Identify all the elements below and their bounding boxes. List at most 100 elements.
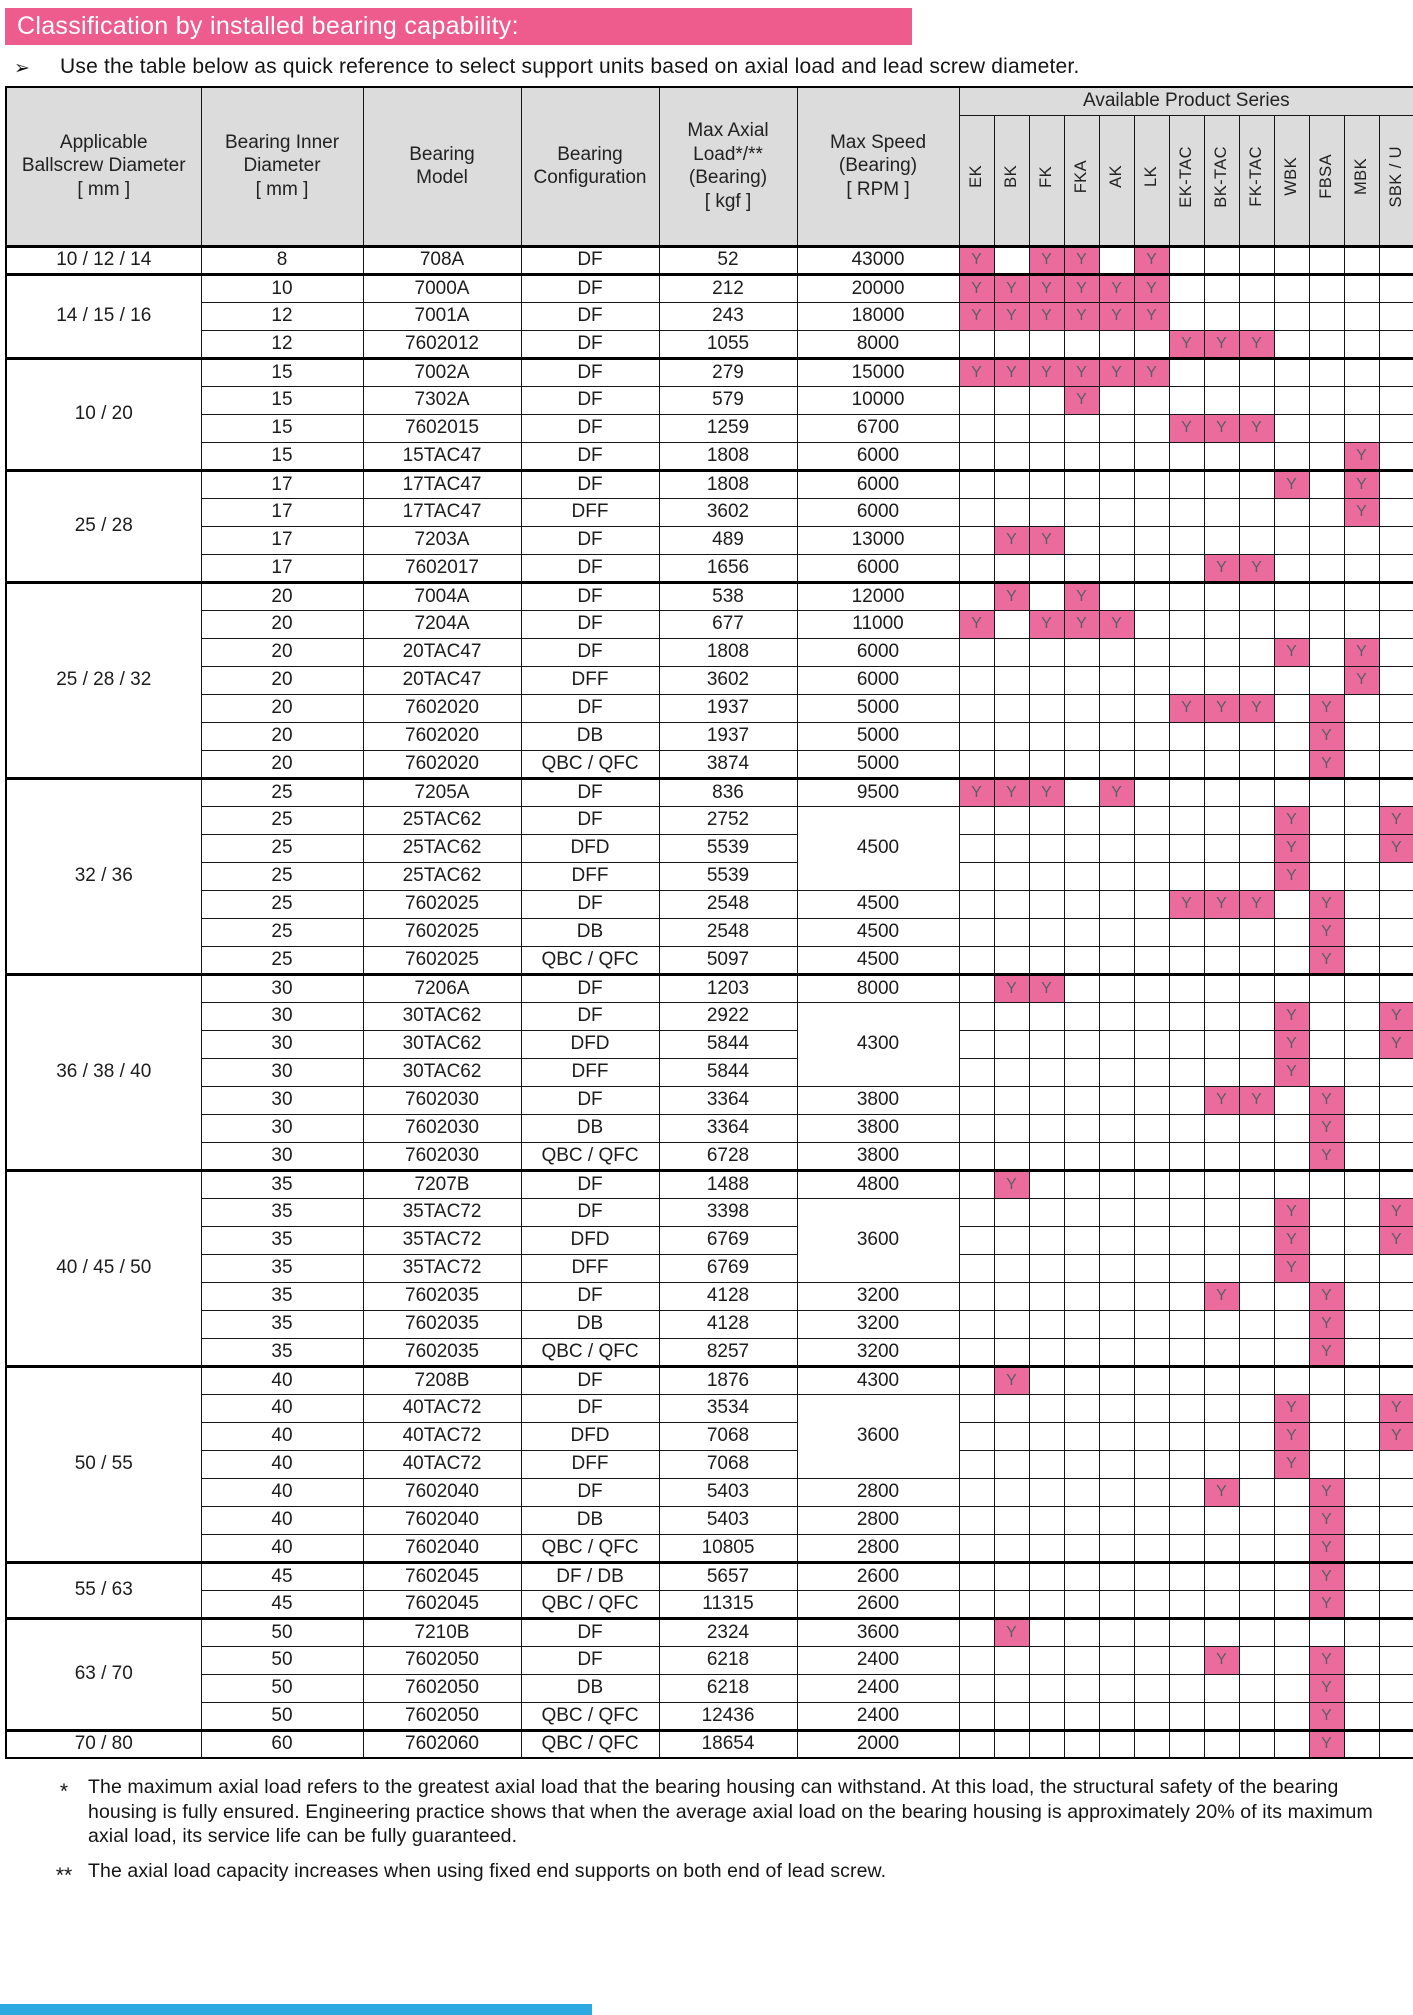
series-empty-cell bbox=[993, 1421, 1030, 1451]
series-empty-cell bbox=[1308, 385, 1345, 415]
table-row: 25 / 28 17 17TAC47 DF 1808 6000 Y Y bbox=[5, 468, 1413, 583]
cell-max-axial-load: 212 bbox=[658, 272, 798, 303]
series-empty-cell bbox=[958, 1449, 995, 1479]
series-mark-cell: Y bbox=[1168, 693, 1205, 723]
series-empty-cell bbox=[1273, 1533, 1310, 1563]
cell-inner-diameter: 30 bbox=[200, 1141, 364, 1171]
series-empty-cell bbox=[1063, 1701, 1100, 1731]
series-empty-cell bbox=[1098, 693, 1135, 723]
series-empty-cell bbox=[1133, 609, 1170, 639]
series-empty-cell bbox=[1238, 917, 1275, 947]
series-empty-cell bbox=[1098, 1141, 1135, 1171]
series-mark-cell: Y bbox=[1203, 1477, 1240, 1507]
series-empty-cell bbox=[958, 1085, 995, 1115]
series-mark-cell: Y bbox=[1063, 301, 1100, 331]
series-empty-cell bbox=[1343, 1141, 1380, 1171]
series-empty-cell bbox=[1098, 1337, 1135, 1367]
table-row: 15 7302A DF 579 10000 Y bbox=[6, 385, 1413, 415]
series-empty-cell bbox=[993, 1085, 1030, 1115]
cell-inner-diameter: 45 bbox=[200, 1589, 364, 1619]
series-mark-cell: Y bbox=[1273, 1197, 1310, 1227]
series-empty-cell bbox=[1308, 776, 1345, 807]
cell-bearing-model: 30TAC62 bbox=[362, 1029, 522, 1059]
series-empty-cell bbox=[1168, 385, 1205, 415]
series-empty-cell bbox=[958, 553, 995, 583]
cell-inner-diameter: 20 bbox=[200, 749, 364, 779]
series-empty-cell bbox=[1098, 553, 1135, 583]
series-empty-cell bbox=[1098, 413, 1135, 443]
series-empty-cell bbox=[958, 1141, 995, 1171]
cell-ballscrew-diameter: 25 / 28 bbox=[5, 468, 202, 583]
series-empty-cell bbox=[1343, 329, 1380, 359]
series-empty-cell bbox=[958, 1533, 995, 1563]
series-empty-cell bbox=[1343, 609, 1380, 639]
series-empty-cell bbox=[1063, 1673, 1100, 1703]
cell-bearing-configuration: DF bbox=[520, 272, 660, 303]
series-mark-cell: Y bbox=[1063, 244, 1100, 275]
series-empty-cell bbox=[1308, 441, 1345, 471]
series-empty-cell bbox=[1028, 721, 1065, 751]
table-row: 20 7602020 DB 1937 5000 Y bbox=[6, 721, 1413, 751]
cell-bearing-configuration: DF bbox=[520, 553, 660, 583]
series-empty-cell bbox=[1308, 861, 1345, 891]
cell-max-speed: 3800 bbox=[796, 1141, 960, 1171]
cell-inner-diameter: 15 bbox=[200, 356, 364, 387]
series-empty-cell bbox=[1133, 1533, 1170, 1563]
series-empty-cell bbox=[1063, 1560, 1100, 1591]
series-empty-cell bbox=[1028, 441, 1065, 471]
series-empty-cell bbox=[958, 861, 995, 891]
series-empty-cell bbox=[1238, 1253, 1275, 1283]
cell-inner-diameter: 35 bbox=[200, 1225, 364, 1255]
series-empty-cell bbox=[1378, 1728, 1413, 1759]
series-empty-cell bbox=[1343, 356, 1380, 387]
series-empty-cell bbox=[1063, 1001, 1100, 1031]
cell-bearing-configuration: DF bbox=[520, 356, 660, 387]
series-mark-cell: Y bbox=[1308, 1281, 1345, 1311]
series-empty-cell bbox=[1343, 1477, 1380, 1507]
series-empty-cell bbox=[1238, 805, 1275, 835]
cell-bearing-configuration: QBC / QFC bbox=[520, 749, 660, 779]
series-empty-cell bbox=[1343, 693, 1380, 723]
cell-max-speed: 6700 bbox=[796, 413, 960, 443]
series-mark-cell: Y bbox=[1378, 1393, 1413, 1423]
cell-bearing-model: 35TAC72 bbox=[362, 1225, 522, 1255]
series-empty-cell bbox=[1378, 861, 1413, 891]
series-empty-cell bbox=[1238, 1421, 1275, 1451]
cell-max-axial-load: 1876 bbox=[658, 1364, 798, 1395]
series-empty-cell bbox=[1273, 1505, 1310, 1535]
series-empty-cell bbox=[1098, 889, 1135, 919]
cell-inner-diameter: 30 bbox=[200, 1001, 364, 1031]
series-empty-cell bbox=[1238, 749, 1275, 779]
series-empty-cell bbox=[1378, 1505, 1413, 1535]
series-empty-cell bbox=[1238, 1225, 1275, 1255]
cell-ballscrew-diameter: 10 / 20 bbox=[5, 356, 202, 471]
series-empty-cell bbox=[1063, 1477, 1100, 1507]
series-empty-cell bbox=[958, 1560, 995, 1591]
series-mark-cell: Y bbox=[1308, 1533, 1345, 1563]
series-empty-cell bbox=[1028, 1085, 1065, 1115]
series-mark-cell: Y bbox=[958, 609, 995, 639]
series-empty-cell bbox=[1343, 776, 1380, 807]
cell-inner-diameter: 25 bbox=[200, 805, 364, 835]
series-column-header: FBSA bbox=[1308, 114, 1345, 247]
series-empty-cell bbox=[1238, 385, 1275, 415]
cell-max-axial-load: 3398 bbox=[658, 1197, 798, 1227]
cell-bearing-configuration: DF bbox=[520, 693, 660, 723]
cell-bearing-model: 20TAC47 bbox=[362, 665, 522, 695]
series-empty-cell bbox=[1308, 1197, 1345, 1227]
series-empty-cell bbox=[1343, 1449, 1380, 1479]
series-empty-cell bbox=[1238, 945, 1275, 975]
series-empty-cell bbox=[1273, 1728, 1310, 1759]
table-row: 20 7602020 QBC / QFC 3874 5000 Y bbox=[6, 749, 1413, 779]
cell-inner-diameter: 50 bbox=[200, 1645, 364, 1675]
series-empty-cell bbox=[1098, 1364, 1135, 1395]
series-mark-cell: Y bbox=[1238, 1085, 1275, 1115]
series-empty-cell bbox=[1028, 805, 1065, 835]
series-empty-cell bbox=[1238, 1616, 1275, 1647]
series-empty-cell bbox=[1098, 945, 1135, 975]
cell-max-axial-load: 2752 bbox=[658, 805, 798, 835]
series-empty-cell bbox=[1343, 553, 1380, 583]
series-empty-cell bbox=[1343, 1616, 1380, 1647]
series-empty-cell bbox=[1238, 1645, 1275, 1675]
series-empty-cell bbox=[993, 1113, 1030, 1143]
